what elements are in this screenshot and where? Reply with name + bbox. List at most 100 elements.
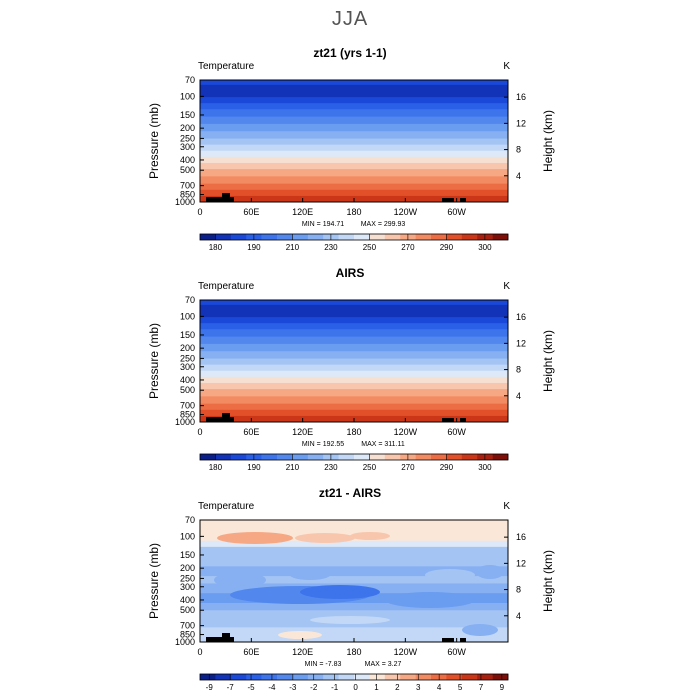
max-label-1: MAX = 299.93 xyxy=(361,221,406,228)
pressure-tick-label: 500 xyxy=(180,165,195,175)
colorbar-swatch-2-15 xyxy=(431,454,447,460)
colorbar-swatch-3-12 xyxy=(384,674,401,680)
height-tick-label: 12 xyxy=(516,558,526,568)
orography-1-4 xyxy=(460,198,466,202)
field-band-1-13 xyxy=(200,162,508,170)
difference-blob-12 xyxy=(278,631,322,639)
field-band-2-6 xyxy=(200,336,508,345)
colorbar-label-3: -7 xyxy=(227,683,235,692)
pressure-tick-label: 100 xyxy=(180,311,195,321)
difference-blob-13 xyxy=(462,624,498,636)
min-label-3: MIN = -7.83 xyxy=(305,661,342,668)
pressure-tick-label: 70 xyxy=(185,295,195,305)
pressure-tick-label: 700 xyxy=(180,181,195,191)
y-axis-title-3: Pressure (mb) xyxy=(147,543,161,619)
pressure-tick-label: 70 xyxy=(185,515,195,525)
lon-tick-label: 60W xyxy=(447,207,466,217)
colorbar-label-3: 5 xyxy=(458,683,463,692)
lon-tick-label: 0 xyxy=(197,207,202,217)
pressure-tick-label: 850 xyxy=(180,630,195,640)
colorbar-swatch-3-6 xyxy=(292,674,309,680)
field-band-1-8 xyxy=(200,131,508,140)
colorbar-label-2: 270 xyxy=(401,463,415,472)
colorbar-frame-1 xyxy=(199,233,509,241)
colorbar-label-2: 230 xyxy=(324,463,338,472)
colorbar-swatch-2-6 xyxy=(292,454,309,460)
colorbar-label-3: 4 xyxy=(437,683,442,692)
colorbar-swatch-1-10 xyxy=(354,234,370,240)
colorbar-swatch-1-5 xyxy=(277,234,293,240)
colorbar-swatch-3-11 xyxy=(369,674,386,680)
orography-3-0 xyxy=(206,637,228,642)
orography-2-1 xyxy=(222,413,230,422)
colorbar-swatch-2-4 xyxy=(261,454,278,460)
lon-tick-label: 180 xyxy=(346,427,361,437)
height-tick-label: 8 xyxy=(516,585,521,595)
colorbar-label-2: 300 xyxy=(478,463,492,472)
pressure-tick-label: 70 xyxy=(185,75,195,85)
y2-axis-title-1: Height (km) xyxy=(541,110,555,172)
colorbar-swatch-1-19 xyxy=(492,234,509,240)
lon-tick-label: 180 xyxy=(346,207,361,217)
pressure-tick-label: 200 xyxy=(180,563,195,573)
lon-tick-label: 60W xyxy=(447,647,466,657)
lon-tick-label: 60E xyxy=(243,647,259,657)
colorbar-swatch-2-10 xyxy=(354,454,370,460)
field-band-2-1 xyxy=(200,304,508,311)
y2-axis-title-3: Height (km) xyxy=(541,550,555,612)
field-band-2-13 xyxy=(200,382,508,390)
field-band-1-5 xyxy=(200,109,508,118)
colorbar-label-2: 290 xyxy=(440,463,454,472)
difference-blob-0 xyxy=(217,532,293,544)
max-label-2: MAX = 311.11 xyxy=(361,441,405,448)
colorbar-swatch-3-5 xyxy=(277,674,293,680)
colorbar-label-1: 300 xyxy=(478,243,492,252)
panel-variable-label-2: Temperature xyxy=(198,281,255,292)
lon-tick-label: 60W xyxy=(447,427,466,437)
colorbar-swatch-2-5 xyxy=(277,454,293,460)
orography-2-2 xyxy=(228,417,234,422)
colorbar-label-3: 1 xyxy=(374,683,379,692)
colorbar-swatch-2-7 xyxy=(307,454,324,460)
pressure-tick-label: 500 xyxy=(180,385,195,395)
orography-3-1 xyxy=(222,633,230,642)
lon-tick-label: 120E xyxy=(292,427,313,437)
lon-tick-label: 180 xyxy=(346,647,361,657)
lon-tick-label: 120E xyxy=(292,207,313,217)
field-band-1-16 xyxy=(200,183,508,191)
field-band-1-2 xyxy=(200,89,508,98)
orography-3-3 xyxy=(442,638,454,642)
colorbar-swatch-1-11 xyxy=(369,234,386,240)
colorbar-swatch-3-17 xyxy=(461,674,478,680)
field-band-1-12 xyxy=(200,156,508,164)
colorbar-label-2: 210 xyxy=(286,463,300,472)
colorbar-swatch-1-6 xyxy=(292,234,309,240)
field-band-1-14 xyxy=(200,169,508,177)
colorbar-label-1: 250 xyxy=(363,243,377,252)
pressure-tick-label: 1000 xyxy=(175,417,195,427)
colorbar-swatch-1-0 xyxy=(200,234,216,240)
height-tick-label: 4 xyxy=(516,391,521,401)
y-axis-title-1: Pressure (mb) xyxy=(147,103,161,179)
height-tick-label: 4 xyxy=(516,171,521,181)
height-tick-label: 16 xyxy=(516,92,526,102)
field-band-2-14 xyxy=(200,389,508,397)
colorbar-label-1: 230 xyxy=(324,243,338,252)
field-band-3-3 xyxy=(200,546,508,555)
pressure-tick-label: 850 xyxy=(180,190,195,200)
colorbar-swatch-3-16 xyxy=(446,674,463,680)
colorbar-swatch-3-10 xyxy=(354,674,370,680)
colorbar-swatch-2-9 xyxy=(338,454,355,460)
pressure-tick-label: 1000 xyxy=(175,197,195,207)
colorbar-swatch-1-12 xyxy=(384,234,401,240)
orography-2-3 xyxy=(442,418,454,422)
colorbar-swatch-2-1 xyxy=(215,454,232,460)
pressure-tick-label: 700 xyxy=(180,401,195,411)
lon-tick-label: 120W xyxy=(394,207,418,217)
panel-title-3: zt21 - AIRS xyxy=(319,486,381,500)
pressure-tick-label: 250 xyxy=(180,573,195,583)
height-tick-label: 16 xyxy=(516,312,526,322)
height-tick-label: 8 xyxy=(516,365,521,375)
field-band-3-12 xyxy=(200,627,508,636)
colorbar-swatch-3-9 xyxy=(338,674,355,680)
